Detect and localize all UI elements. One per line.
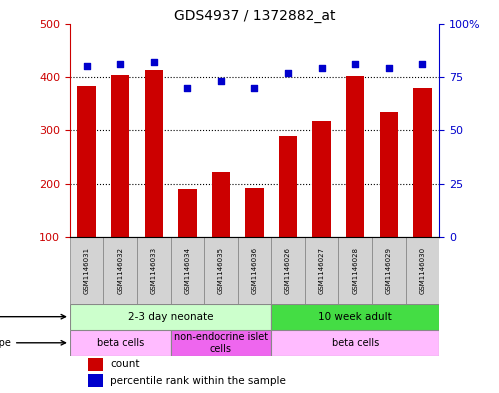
Text: 10 week adult: 10 week adult — [318, 312, 392, 322]
Point — [385, 65, 393, 72]
Text: count: count — [110, 359, 140, 369]
Bar — [212, 172, 230, 290]
Bar — [271, 330, 439, 356]
Text: GSM1146036: GSM1146036 — [251, 247, 257, 294]
Bar — [70, 330, 171, 356]
Bar — [312, 121, 331, 290]
Text: GSM1146033: GSM1146033 — [151, 247, 157, 294]
Text: non-endocrine islet
cells: non-endocrine islet cells — [174, 332, 268, 354]
Point — [284, 70, 292, 76]
Bar — [178, 189, 197, 290]
Bar — [88, 358, 103, 371]
Text: GSM1146035: GSM1146035 — [218, 247, 224, 294]
Text: GSM1146034: GSM1146034 — [184, 247, 190, 294]
Bar — [406, 237, 439, 304]
Bar — [145, 70, 163, 290]
Bar — [171, 237, 204, 304]
Bar — [111, 75, 129, 290]
Bar — [245, 187, 263, 290]
Point — [83, 63, 91, 70]
Text: GSM1146026: GSM1146026 — [285, 247, 291, 294]
Text: beta cells: beta cells — [97, 338, 144, 348]
Point — [351, 61, 359, 67]
Bar — [137, 237, 171, 304]
Text: GSM1146031: GSM1146031 — [84, 247, 90, 294]
Text: GSM1146030: GSM1146030 — [419, 247, 425, 294]
Bar — [413, 88, 432, 290]
Bar — [372, 237, 406, 304]
Point — [418, 61, 426, 67]
Text: age: age — [0, 312, 65, 322]
Text: 2-3 day neonate: 2-3 day neonate — [128, 312, 213, 322]
Text: GSM1146028: GSM1146028 — [352, 247, 358, 294]
Bar — [380, 112, 398, 290]
Title: GDS4937 / 1372882_at: GDS4937 / 1372882_at — [174, 9, 335, 22]
Bar — [305, 237, 338, 304]
Bar — [103, 237, 137, 304]
Point — [217, 78, 225, 84]
Text: percentile rank within the sample: percentile rank within the sample — [110, 376, 286, 386]
Text: GSM1146029: GSM1146029 — [386, 247, 392, 294]
Bar — [346, 76, 364, 290]
Bar — [70, 304, 271, 330]
Bar — [88, 374, 103, 387]
Bar — [271, 304, 439, 330]
Bar — [271, 237, 305, 304]
Bar — [171, 330, 271, 356]
Text: beta cells: beta cells — [331, 338, 379, 348]
Text: GSM1146027: GSM1146027 — [319, 247, 325, 294]
Bar — [238, 237, 271, 304]
Bar — [204, 237, 238, 304]
Point — [318, 65, 326, 72]
Text: GSM1146032: GSM1146032 — [117, 247, 123, 294]
Bar — [77, 86, 96, 290]
Point — [116, 61, 124, 67]
Point — [250, 84, 258, 91]
Text: cell type: cell type — [0, 338, 65, 348]
Point — [150, 59, 158, 65]
Bar — [70, 237, 103, 304]
Point — [183, 84, 191, 91]
Bar — [338, 237, 372, 304]
Bar — [279, 136, 297, 290]
